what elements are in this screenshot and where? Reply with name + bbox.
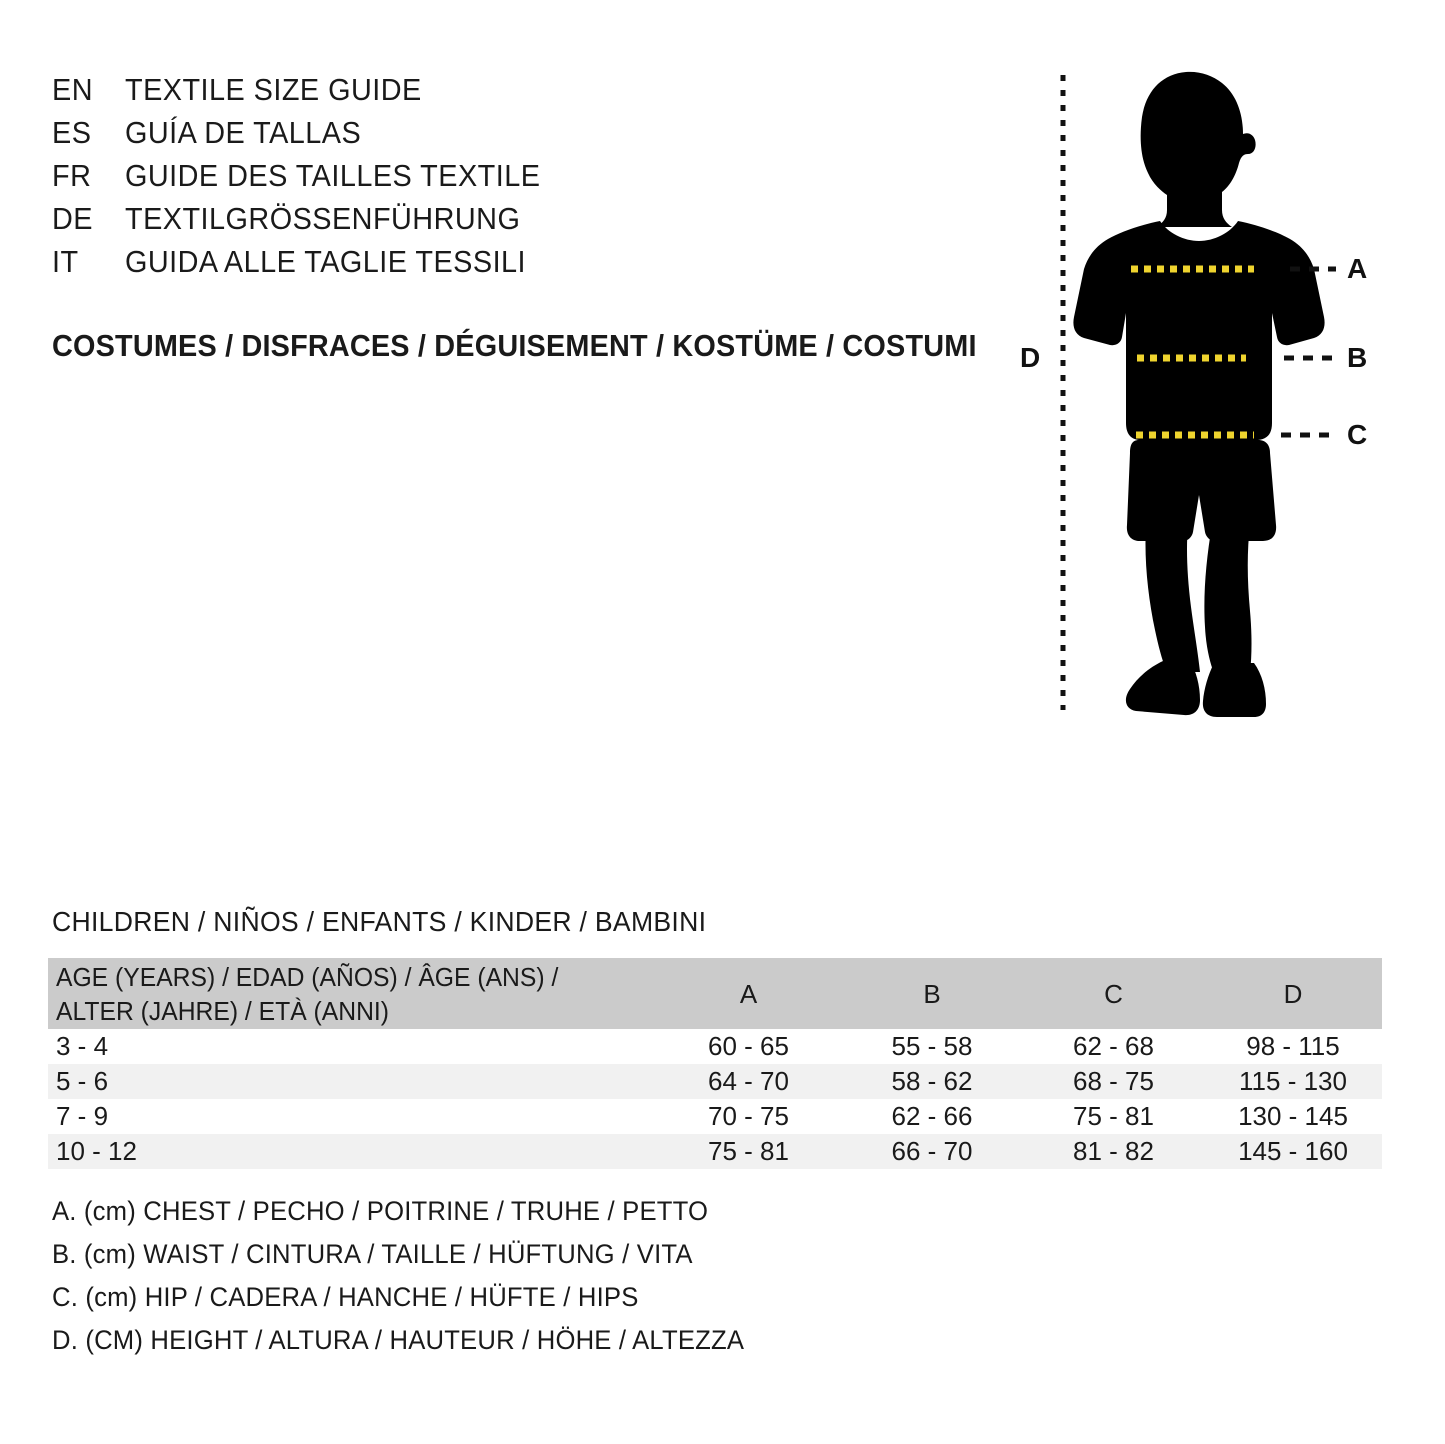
column-header-age: AGE (YEARS) / EDAD (AÑOS) / ÂGE (ANS) / … [48, 958, 656, 1029]
legend-item-b: B. (cm) WAIST / CINTURA / TAILLE / HÜFTU… [52, 1239, 693, 1269]
table-section-heading: CHILDREN / NIÑOS / ENFANTS / KINDER / BA… [52, 906, 707, 937]
cell-chest: 60 - 65 [708, 1030, 789, 1061]
cell-age: 7 - 9 [56, 1100, 109, 1131]
column-header-b: B [923, 978, 941, 1009]
table-row: 10 - 12 75 - 81 66 - 70 81 - 82 145 - 16… [48, 1133, 1382, 1169]
language-title-fr: GUIDE DES TAILLES TEXTILE [125, 158, 541, 193]
cell-height: 145 - 160 [1238, 1135, 1348, 1166]
size-table-body: 3 - 4 60 - 65 55 - 58 62 - 68 98 - 115 5… [48, 1028, 1382, 1169]
cell-chest: 70 - 75 [708, 1100, 789, 1131]
column-header-a: A [739, 978, 758, 1009]
cell-height: 98 - 115 [1246, 1030, 1340, 1061]
language-title-block: EN TEXTILE SIZE GUIDE ES GUÍA DE TALLAS … [52, 72, 952, 287]
column-header-age-line2: ALTER (JAHRE) / ETÀ (ANNI) [56, 996, 390, 1027]
silhouette-body [1073, 71, 1325, 717]
size-table-head: AGE (YEARS) / EDAD (AÑOS) / ÂGE (ANS) / … [48, 958, 1382, 1029]
cell-waist: 62 - 66 [891, 1100, 973, 1131]
language-title-es: GUÍA DE TALLAS [125, 115, 362, 150]
diagram-label-b: B [1347, 342, 1368, 373]
cell-waist: 66 - 70 [891, 1135, 973, 1166]
column-header-d: D [1283, 978, 1303, 1009]
language-row-en: EN TEXTILE SIZE GUIDE [52, 72, 952, 115]
cell-hip: 75 - 81 [1073, 1100, 1154, 1131]
measurement-legend: A. (cm) CHEST / PECHO / POITRINE / TRUHE… [52, 1196, 952, 1368]
language-title-de: TEXTILGRÖSSENFÜHRUNG [125, 201, 521, 236]
child-silhouette-icon [1060, 71, 1336, 717]
cell-age: 5 - 6 [56, 1065, 109, 1096]
cell-waist: 58 - 62 [891, 1065, 973, 1096]
measurement-diagram: A B C D [1000, 55, 1400, 735]
cell-chest: 75 - 81 [708, 1135, 789, 1166]
size-table: AGE (YEARS) / EDAD (AÑOS) / ÂGE (ANS) / … [48, 958, 1382, 1169]
column-header-age-line1: AGE (YEARS) / EDAD (AÑOS) / ÂGE (ANS) / [56, 962, 559, 992]
cell-chest: 64 - 70 [708, 1065, 789, 1096]
page-subtitle: COSTUMES / DISFRACES / DÉGUISEMENT / KOS… [52, 328, 977, 363]
language-row-de: DE TEXTILGRÖSSENFÜHRUNG [52, 201, 952, 244]
diagram-label-c: C [1347, 419, 1368, 450]
cell-height: 130 - 145 [1238, 1100, 1348, 1131]
diagram-label-a: A [1347, 253, 1368, 284]
cell-waist: 55 - 58 [891, 1030, 973, 1061]
table-row: 7 - 9 70 - 75 62 - 66 75 - 81 130 - 145 [48, 1098, 1382, 1134]
language-code-it: IT [52, 244, 79, 279]
legend-item-a: A. (cm) CHEST / PECHO / POITRINE / TRUHE… [52, 1196, 709, 1226]
language-row-it: IT GUIDA ALLE TAGLIE TESSILI [52, 244, 952, 287]
language-code-es: ES [52, 115, 92, 150]
table-row: 3 - 4 60 - 65 55 - 58 62 - 68 98 - 115 [48, 1028, 1382, 1064]
language-code-fr: FR [52, 158, 92, 193]
cell-height: 115 - 130 [1239, 1065, 1347, 1096]
language-code-de: DE [52, 201, 93, 236]
table-row: 5 - 6 64 - 70 58 - 62 68 - 75 115 - 130 [48, 1063, 1382, 1099]
legend-item-d: D. (CM) HEIGHT / ALTURA / HAUTEUR / HÖHE… [52, 1325, 745, 1355]
language-row-es: ES GUÍA DE TALLAS [52, 115, 952, 158]
legend-item-c: C. (cm) HIP / CADERA / HANCHE / HÜFTE / … [52, 1282, 639, 1312]
column-header-c: C [1104, 978, 1123, 1009]
language-row-fr: FR GUIDE DES TAILLES TEXTILE [52, 158, 952, 201]
language-title-it: GUIDA ALLE TAGLIE TESSILI [125, 244, 527, 279]
cell-hip: 68 - 75 [1073, 1065, 1154, 1096]
cell-age: 3 - 4 [56, 1030, 109, 1061]
table-header-row: AGE (YEARS) / EDAD (AÑOS) / ÂGE (ANS) / … [48, 958, 1382, 1029]
language-title-en: TEXTILE SIZE GUIDE [125, 72, 422, 107]
language-code-en: EN [52, 72, 93, 107]
cell-hip: 62 - 68 [1073, 1030, 1154, 1061]
cell-age: 10 - 12 [56, 1135, 137, 1166]
diagram-label-d: D [1020, 342, 1041, 373]
cell-hip: 81 - 82 [1073, 1135, 1154, 1166]
